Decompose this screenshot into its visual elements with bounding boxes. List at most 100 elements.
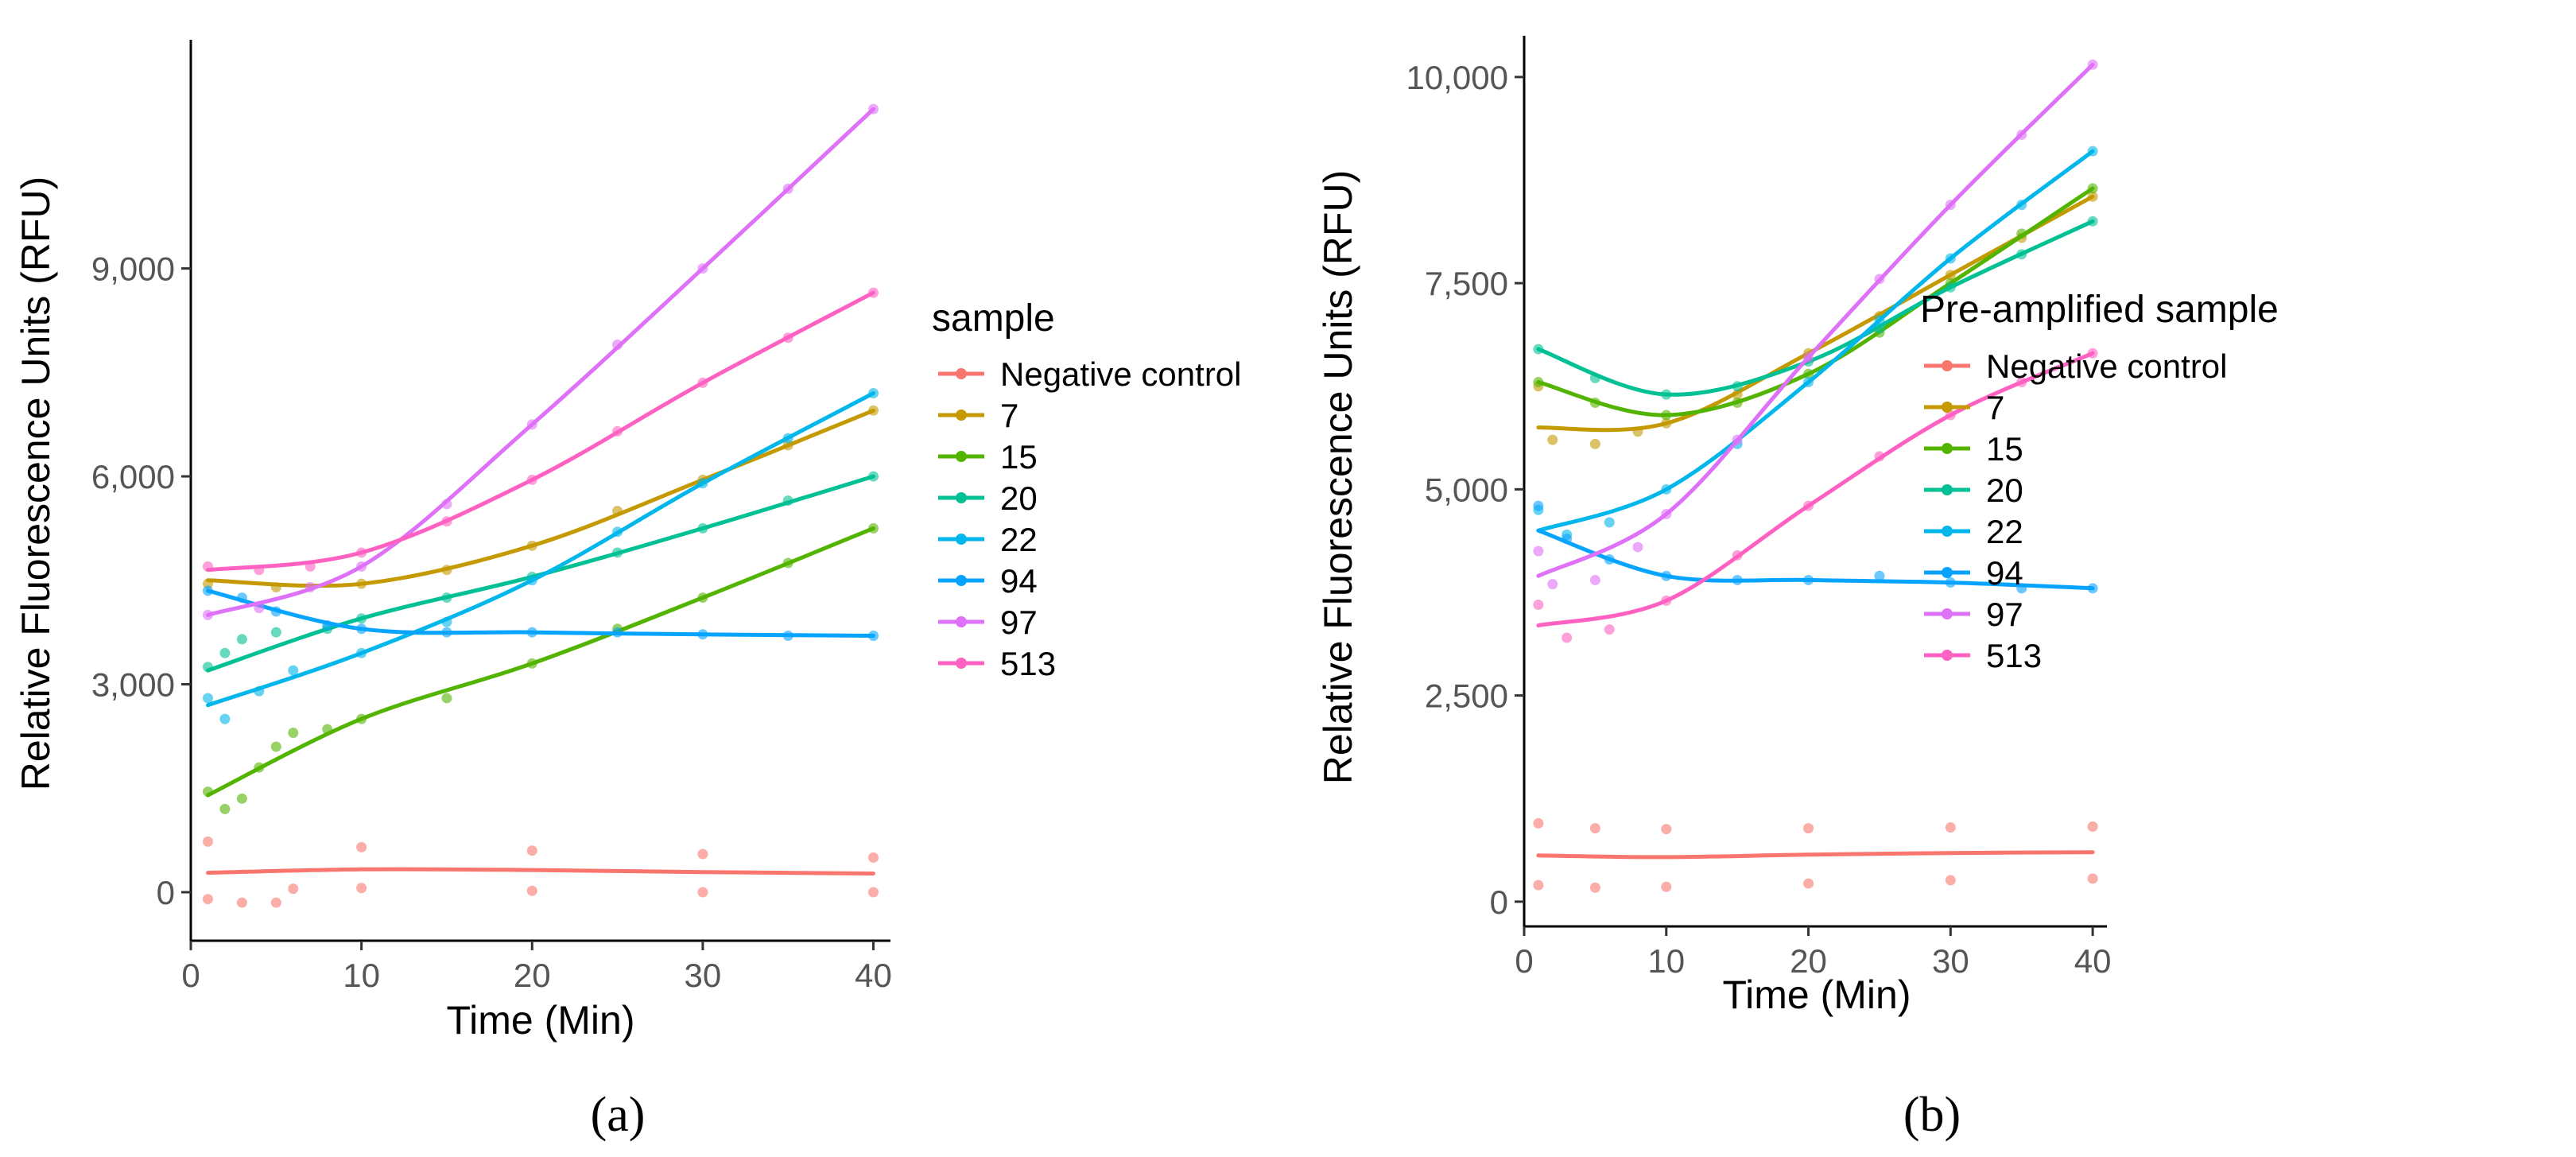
panel-b-series-0-point	[1803, 823, 1814, 834]
panel-a-series-4	[202, 387, 879, 724]
panel-a-x-ticks: 0 10 20 30 40	[181, 941, 892, 994]
panel-b-legend-key-point	[1942, 484, 1953, 495]
panel-b-series-4-point	[1604, 517, 1615, 528]
panel-a-series-3-point	[236, 634, 247, 645]
panel-a-series-2-point	[288, 728, 299, 739]
panel-b-x-tick-label: 0	[1515, 942, 1533, 980]
panel-b-series-0-point	[1589, 823, 1600, 834]
panel-b-legend-key-point	[1942, 567, 1953, 578]
panel-b-legend-key-point	[1942, 443, 1953, 454]
panel-a-series-0-point	[236, 897, 247, 908]
panel-b-series-0-point	[1533, 879, 1544, 891]
panel-b-y-ticks: 0 2,500 5,000 7,500 10,000	[1406, 59, 1524, 921]
panel-b-legend-key-point	[1942, 608, 1953, 619]
panel-b-series-5-point	[1533, 500, 1544, 511]
panel-a-series-4-point	[219, 713, 231, 724]
panel-a-series-7	[202, 287, 879, 576]
panel-b-series-7	[1533, 347, 2098, 643]
panel-b-legend-label: 97	[1986, 596, 2023, 633]
panel-a-legend-key-point	[956, 410, 967, 421]
panel-a-legend-item: 22	[938, 521, 1038, 558]
panel-a-y-tick-label: 3,000	[91, 666, 175, 704]
panel-a-series-0-point	[526, 885, 537, 896]
panel-b-x-tick-label: 40	[2074, 942, 2112, 980]
panel-b-x-tick-label: 30	[1932, 942, 1969, 980]
panel-a-series-5	[202, 585, 879, 642]
panel-b-series-6-point	[1632, 542, 1643, 553]
panel-b-legend-item: 15	[1924, 430, 2023, 468]
panel-a-y-tick-label: 9,000	[91, 250, 175, 288]
panel-b-series-0-point	[1945, 875, 1956, 886]
panel-b-series-7-fit-line	[1536, 351, 2095, 627]
panel-b-legend-item: 97	[1924, 596, 2023, 633]
panel-b-series-0-point	[1803, 878, 1814, 889]
panel-b-x-tick-label: 20	[1790, 942, 1827, 980]
panel-a-x-tick-label: 10	[343, 957, 380, 994]
panel-b-x-tick-label: 10	[1647, 942, 1685, 980]
panel-b-legend-title: Pre-amplified sample	[1920, 289, 2279, 331]
panel-b-x-axis-title: Time (Min)	[1722, 973, 1911, 1017]
panel-b-series-0-point	[2087, 821, 2098, 833]
panel-a-series-0-point	[202, 836, 213, 847]
panel-b-y-tick-label: 5,000	[1425, 471, 1508, 508]
panel-b-series-5-point	[1874, 570, 1885, 581]
panel-b-series-6-fit-line	[1536, 62, 2095, 578]
panel-a-legend-title: sample	[932, 297, 1055, 340]
panel-a-series-3-point	[219, 647, 231, 658]
panel-a-legend-key-point	[956, 575, 967, 586]
panel-a-legend-label: Negative control	[1000, 355, 1242, 393]
panel-a-legend-key-point	[956, 616, 967, 627]
panel-a-series-2-point	[236, 793, 247, 804]
panel-b-series-6-point	[1589, 574, 1600, 585]
panel-a-legend-label: 15	[1000, 438, 1038, 476]
panel-a-series-4-point	[202, 693, 213, 704]
panel-b-series-6	[1533, 59, 2098, 590]
panel-a-legend-item: Negative control	[938, 355, 1242, 393]
panel-a-y-ticks: 0 3,000 6,000 9,000	[91, 250, 191, 911]
panel-a-series-0-fit-line	[206, 867, 875, 876]
panel-b-legend-label: 15	[1986, 430, 2023, 468]
panel-a-legend-item: 513	[938, 645, 1056, 682]
panel-b-legend-item: 22	[1924, 513, 2023, 550]
panel-b-series-0	[1533, 817, 2098, 893]
panel-a-legend-key-point	[956, 658, 967, 669]
panel-b-legend-label: 20	[1986, 472, 2023, 509]
panel-b-series-0-point	[1945, 822, 1956, 833]
panel-b-legend: Pre-amplified sample Negative control 7 15…	[1920, 289, 2279, 674]
panel-a-y-axis-title: Relative Fluorescence Units (RFU)	[14, 177, 58, 790]
panel-a-series-0-point	[868, 887, 879, 898]
panel-b-series-0-point	[2087, 873, 2098, 884]
panel-a-x-tick-label: 40	[855, 957, 892, 994]
panel-a-series-4-point	[288, 665, 299, 676]
panel-a-legend-item: 97	[938, 604, 1038, 641]
panel-a-series-0-point	[697, 848, 708, 860]
panel-a-legend-key-point	[956, 451, 967, 462]
panel-a-legend-key-point	[956, 492, 967, 503]
panel-a-legend-item: 15	[938, 438, 1038, 476]
panel-b-series-2-fit-line	[1536, 186, 2095, 417]
panel-b-series-7-point	[1562, 632, 1573, 643]
panel-b-series-1-point	[1547, 434, 1558, 445]
panel-a-x-axis-title: Time (Min)	[446, 998, 634, 1042]
panel-b-series-4-fit-line	[1536, 149, 2095, 533]
panel-a-series-0-point	[288, 883, 299, 895]
panel-b-series-2	[1533, 183, 2098, 421]
panel-b-series-6-point	[1533, 545, 1544, 557]
panel-b-legend-item: 513	[1924, 637, 2042, 674]
panel-b-y-tick-label: 2,500	[1425, 678, 1508, 715]
panel-a-series-0-point	[697, 887, 708, 898]
panel-b-y-tick-label: 7,500	[1425, 265, 1508, 302]
panel-a-y-tick-label: 0	[157, 874, 175, 911]
panel-a-legend-label: 20	[1000, 479, 1038, 517]
panel-a: 0 3,000 6,000 9,000 0 10 20 30 40 Time (Min) Re…	[14, 40, 1242, 1142]
panel-a-x-tick-label: 30	[685, 957, 722, 994]
panel-b-marks	[1533, 59, 2098, 893]
panel-a-series-3-point	[270, 627, 281, 638]
panel-b-series-7-point	[1533, 600, 1544, 611]
panel-b-legend-label: 22	[1986, 513, 2023, 550]
panel-a-legend-label: 22	[1000, 521, 1038, 558]
panel-b-legend-item: 7	[1924, 389, 2004, 426]
